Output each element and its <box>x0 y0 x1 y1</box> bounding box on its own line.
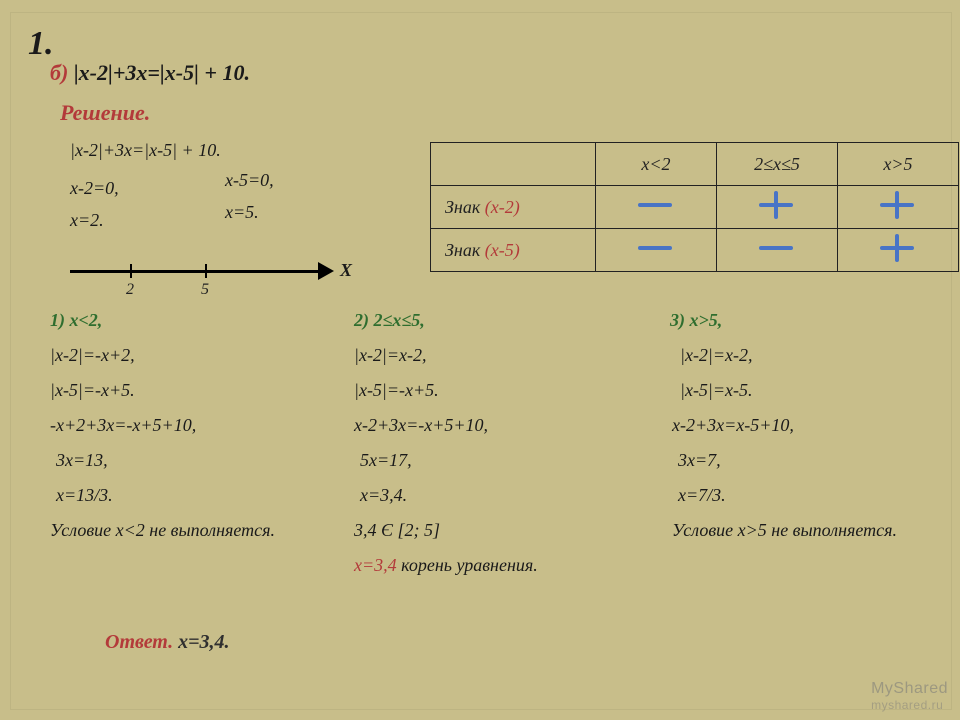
part-prefix: б) <box>50 60 74 85</box>
sign-table-row1-label: Знак (x-2) <box>431 186 596 229</box>
sign-icon <box>636 237 676 259</box>
sign-table-row2-label: Знак (x-5) <box>431 229 596 272</box>
case3-head: 3) x>5, <box>670 310 722 332</box>
tick-label-5: 5 <box>201 280 209 299</box>
sign-table: x<2 2≤x≤5 x>5 Знак (x-2) Знак (x-5) <box>430 142 959 272</box>
case2-rootline: x=3,4 корень уравнения. <box>354 555 538 577</box>
case3-l2: |x-5|=x-5. <box>680 380 753 402</box>
case2-l3: x-2+3x=-x+5+10, <box>354 415 488 437</box>
equation-text: |x-2|+3x=|x-5| + 10. <box>74 60 250 85</box>
case2-head: 2) 2≤x≤5, <box>354 310 425 332</box>
case2-l5: x=3,4. <box>360 485 407 507</box>
tick-2 <box>130 264 132 278</box>
number-line-bar <box>70 270 320 273</box>
zero-b2: x=5. <box>225 202 259 224</box>
case1-l2: |x-5|=-x+5. <box>50 380 135 402</box>
axis-label: X <box>340 260 352 282</box>
case2-l4: 5x=17, <box>360 450 412 472</box>
zero-b1: x-5=0, <box>225 170 274 192</box>
watermark-big: MyShared <box>871 680 948 697</box>
zero-a1: x-2=0, <box>70 178 119 200</box>
watermark-small: myshared.ru <box>871 698 943 712</box>
sign-table-h1: x<2 <box>596 143 717 186</box>
case3-l6: Условие x>5 не выполняется. <box>672 520 897 542</box>
case1-l5: x=13/3. <box>56 485 113 507</box>
case3-l1: |x-2|=x-2, <box>680 345 753 367</box>
case3-l5: x=7/3. <box>678 485 726 507</box>
restated-equation: |x-2|+3x=|x-5| + 10. <box>70 140 221 162</box>
case1-l1: |x-2|=-x+2, <box>50 345 135 367</box>
sign-r1-c2 <box>717 186 838 229</box>
sign-table-empty <box>431 143 596 186</box>
sign-r1-c1 <box>596 186 717 229</box>
sign-r1-c3 <box>838 186 959 229</box>
case2-l1: |x-2|=x-2, <box>354 345 427 367</box>
slide-frame <box>10 12 952 710</box>
case1-l6: Условие x<2 не выполняется. <box>50 520 275 542</box>
case2-l6: 3,4 Є [2; 5] <box>354 520 440 542</box>
answer-value: x=3,4. <box>178 631 229 653</box>
answer-label: Ответ. <box>105 631 178 653</box>
problem-equation: б) |x-2|+3x=|x-5| + 10. <box>50 60 250 86</box>
zero-a2: x=2. <box>70 210 104 232</box>
case1-head: 1) x<2, <box>50 310 102 332</box>
case2-root-red: x=3,4 <box>354 555 401 575</box>
tick-label-2: 2 <box>126 280 134 299</box>
case2-root-rest: корень уравнения. <box>401 555 538 575</box>
problem-number: 1. <box>28 24 54 65</box>
sign-r2-c3 <box>838 229 959 272</box>
sign-icon <box>878 237 918 259</box>
case3-l4: 3x=7, <box>678 450 721 472</box>
tick-5 <box>205 264 207 278</box>
sign-table-h3: x>5 <box>838 143 959 186</box>
case1-l4: 3x=13, <box>56 450 108 472</box>
sign-icon <box>757 237 797 259</box>
sign-icon <box>878 194 918 216</box>
sign-r2-c2 <box>717 229 838 272</box>
watermark: MyShared myshared.ru <box>871 680 948 712</box>
case1-l3: -x+2+3x=-x+5+10, <box>50 415 196 437</box>
number-line <box>70 256 330 296</box>
case3-l3: x-2+3x=x-5+10, <box>672 415 794 437</box>
case2-l2: |x-5|=-x+5. <box>354 380 439 402</box>
solution-label: Решение. <box>60 100 150 126</box>
slide: 1. б) |x-2|+3x=|x-5| + 10. Решение. |x-2… <box>0 0 960 720</box>
sign-table-h2: 2≤x≤5 <box>717 143 838 186</box>
sign-icon <box>757 194 797 216</box>
answer: Ответ. x=3,4. <box>105 630 230 654</box>
sign-r2-c1 <box>596 229 717 272</box>
number-line-arrow-icon <box>318 262 334 280</box>
sign-icon <box>636 194 676 216</box>
